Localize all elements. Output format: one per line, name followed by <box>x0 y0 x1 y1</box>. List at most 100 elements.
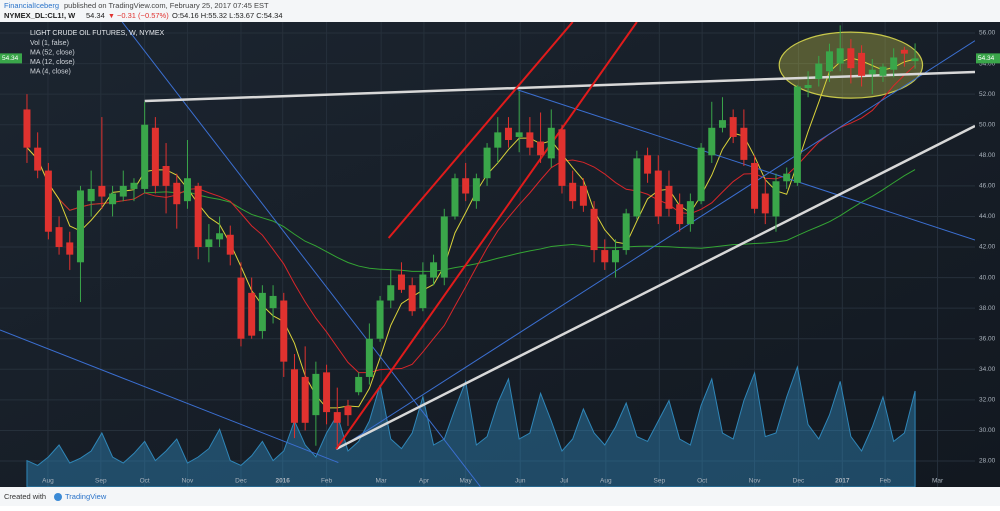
candle-body <box>729 117 737 137</box>
price-tag <box>976 53 1000 64</box>
candle-body <box>98 185 106 197</box>
candle-body <box>355 376 363 393</box>
y-tick-label: 42.00 <box>979 244 996 251</box>
x-tick-label: Dec <box>235 478 247 485</box>
candle-body <box>205 239 213 248</box>
candle-body <box>504 127 512 141</box>
candle-body <box>344 405 352 416</box>
y-tick-label: 56.00 <box>979 30 996 37</box>
candle-body <box>376 300 384 339</box>
author[interactable]: FinancialIceberg <box>4 1 59 10</box>
study-label: Vol (1, false) <box>30 40 69 47</box>
x-tick-label: Oct <box>697 478 707 485</box>
candle-body <box>622 213 630 251</box>
candle-body <box>451 178 459 217</box>
candle-body <box>890 57 898 70</box>
trend-line <box>144 70 975 103</box>
candle-body <box>911 58 919 62</box>
trend-line <box>387 22 574 239</box>
candle-body <box>772 181 780 217</box>
x-tick-label: Nov <box>749 478 761 485</box>
footer-bar <box>0 487 1000 506</box>
candle-body <box>34 147 42 171</box>
candle-body <box>494 132 502 148</box>
x-tick-label: 2017 <box>835 478 850 485</box>
candle-body <box>151 127 159 186</box>
footer-brand[interactable]: TradingView <box>65 492 107 501</box>
candle-body <box>654 170 662 217</box>
candle-body <box>847 48 855 69</box>
candle-body <box>472 178 480 202</box>
candle-body <box>87 188 95 202</box>
x-tick-label: Apr <box>419 478 430 485</box>
symbol: NYMEX_DL:CL1!, W <box>4 11 76 20</box>
candle-body <box>194 185 202 248</box>
x-tick-label: Sep <box>95 478 107 485</box>
trend-line <box>335 22 638 450</box>
candle-body <box>751 162 759 209</box>
study-label: MA (12, close) <box>30 59 75 66</box>
candle-body <box>547 127 555 159</box>
x-tick-label: Aug <box>42 478 54 485</box>
candle-body <box>868 69 876 75</box>
trend-line <box>0 329 339 464</box>
y-tick-label: 54.00 <box>979 60 996 67</box>
candle-body <box>55 227 63 248</box>
candle-body <box>483 147 491 179</box>
quote: O:54.16 H:55.32 L:53.67 C:54.34 <box>172 11 283 20</box>
candle-body <box>183 178 191 202</box>
candle-body <box>258 292 266 332</box>
candle-body <box>141 124 149 189</box>
candle-body <box>248 292 256 336</box>
candle-body <box>815 63 823 79</box>
candle-body <box>312 373 320 416</box>
y-tick-label: 36.00 <box>979 335 996 342</box>
candle-body <box>365 338 373 377</box>
y-tick-label: 30.00 <box>979 427 996 434</box>
candle-body <box>718 120 726 128</box>
candle-body <box>109 193 117 205</box>
y-tick-label: 44.00 <box>979 213 996 220</box>
x-tick-label: Sep <box>654 478 666 485</box>
price-tag-label: 54.34 <box>978 55 995 62</box>
candle-body <box>740 127 748 160</box>
y-tick-label: 48.00 <box>979 152 996 159</box>
candle-body <box>900 49 908 54</box>
price-tag-label: 54.34 <box>2 55 19 62</box>
y-tick-label: 28.00 <box>979 458 996 465</box>
candle-body <box>515 132 523 137</box>
candle-body <box>644 155 652 174</box>
candle-body <box>333 412 341 423</box>
candle-body <box>590 208 598 251</box>
candle-body <box>462 178 470 194</box>
candle-body <box>697 147 705 202</box>
moving-average <box>26 57 916 409</box>
x-tick-label: Jul <box>560 478 569 485</box>
x-tick-label: Nov <box>182 478 194 485</box>
plot-layer <box>0 22 975 487</box>
candle-body <box>537 141 545 156</box>
x-tick-label: Oct <box>140 478 150 485</box>
candle-body <box>130 182 138 189</box>
candle-body <box>676 204 684 225</box>
x-tick-label: Dec <box>793 478 805 485</box>
y-tick-label: 52.00 <box>979 91 996 98</box>
candle-body <box>408 285 416 312</box>
candle-body <box>430 262 438 278</box>
y-tick-label: 38.00 <box>979 305 996 312</box>
arrow: ▼ <box>108 13 115 20</box>
study-label: MA (52, close) <box>30 49 75 56</box>
candle-body <box>686 201 694 225</box>
y-tick-label: 32.00 <box>979 397 996 404</box>
published: published on TradingView.com, February 2… <box>64 1 269 10</box>
candle-body <box>23 109 31 148</box>
x-tick-label: Feb <box>880 478 892 485</box>
candle-body <box>665 185 673 209</box>
trend-line <box>338 40 975 450</box>
candle-body <box>44 170 52 232</box>
y-tick-label: 40.00 <box>979 274 996 281</box>
candle-body <box>301 376 309 423</box>
candle-body <box>119 185 127 197</box>
